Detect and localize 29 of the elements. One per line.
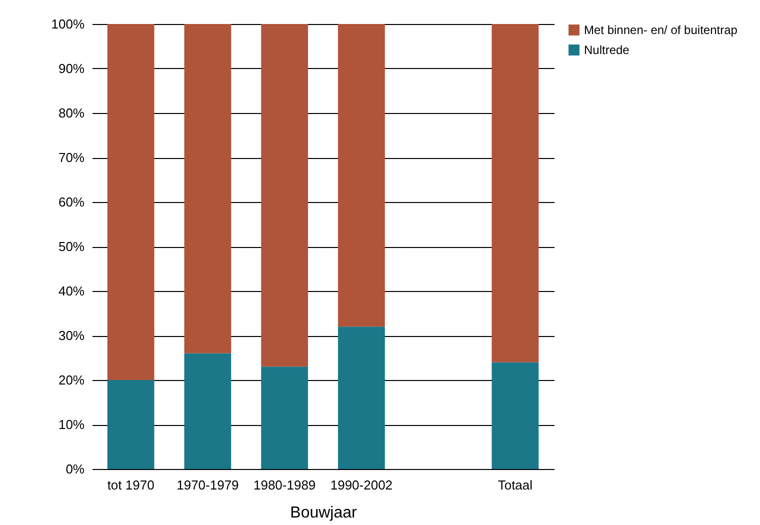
legend-label: Nultrede [584,43,630,57]
y-tick-label: 0% [66,462,85,476]
y-tick-label: 90% [58,61,85,76]
y-tick-label: 20% [58,372,85,388]
x-axis-title: Bouwjaar [290,504,358,522]
bar [184,24,232,354]
legend-label: Met binnen- en/ of buitentrap [584,23,738,37]
y-tick-label: 100% [51,16,85,32]
y-tick-label: 40% [58,284,85,298]
bar [184,353,232,469]
x-tick-label: Totaal [498,478,533,492]
y-tick-label: 50% [58,239,85,254]
bar [492,24,539,362]
bar [338,326,385,469]
x-tick-label: tot 1970 [107,478,154,492]
y-tick-label: 10% [58,417,85,432]
y-tick-label: 70% [58,150,85,165]
bar [492,362,539,469]
x-tick-label: 1980-1989 [253,478,316,492]
y-tick-label: 30% [58,328,85,343]
bar [261,366,308,469]
bar [107,24,154,380]
bar [107,380,154,469]
x-tick-label: 1970-1979 [176,478,239,492]
y-tick-label: 80% [58,106,85,120]
x-tick-label: 1990-2002 [330,478,393,492]
y-tick-label: 60% [58,194,85,210]
bar [261,24,308,367]
bar [338,24,385,327]
